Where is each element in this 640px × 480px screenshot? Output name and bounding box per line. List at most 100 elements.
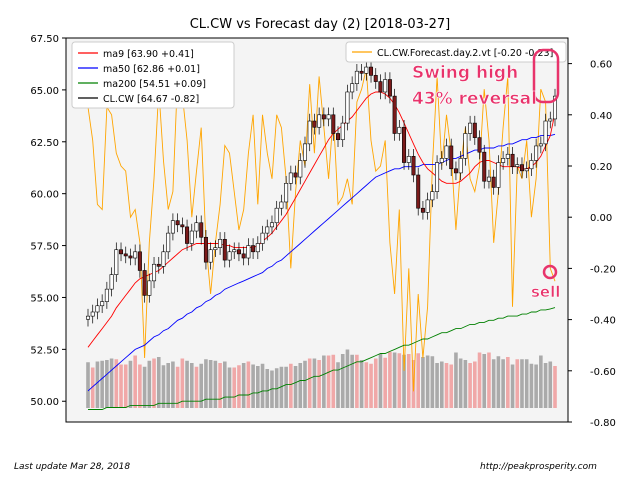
volume-bar	[355, 354, 359, 408]
candle-body	[180, 224, 185, 228]
volume-bar	[548, 361, 553, 408]
candle-body	[114, 249, 119, 275]
volume-bar	[227, 367, 232, 408]
volume-bar	[86, 362, 90, 408]
candle-body	[416, 174, 421, 209]
candle-body	[236, 249, 241, 255]
candle-body	[317, 114, 322, 128]
volume-bar	[142, 366, 147, 408]
candle-body	[501, 158, 506, 163]
volume-bar	[364, 362, 369, 408]
volume-bar	[218, 363, 222, 408]
volume-bar	[303, 360, 307, 408]
volume-bar	[510, 364, 515, 408]
footer-source-url: http://peakprosperity.com	[480, 462, 597, 472]
volume-bar	[543, 363, 548, 408]
candle-body	[265, 226, 270, 234]
volume-bar	[241, 363, 246, 408]
candle-body	[274, 207, 279, 224]
volume-bar	[473, 361, 477, 408]
candlesticks	[86, 59, 557, 327]
volume-bar	[171, 361, 175, 408]
left-tick-label: 65.00	[30, 86, 59, 97]
candle-body	[241, 253, 246, 259]
candle-body	[477, 137, 482, 153]
candle-body	[218, 239, 223, 248]
forecast-line	[87, 68, 556, 392]
volume-bar	[298, 363, 303, 408]
volume-bar	[350, 354, 354, 408]
volume-bar	[406, 354, 411, 408]
volume-bar	[307, 358, 312, 408]
ma50-line	[87, 133, 556, 392]
candle-body	[510, 153, 515, 167]
candle-body	[439, 158, 444, 163]
legend-label-ma200: ma200 [54.51 +0.09]	[103, 79, 206, 90]
candle-body	[387, 79, 392, 97]
volume-bar	[312, 358, 317, 408]
ma9-line	[87, 91, 556, 348]
volume-bar	[539, 355, 543, 408]
volume-bar	[95, 361, 100, 408]
volume-bar	[520, 359, 524, 408]
volume-bar	[553, 366, 557, 408]
volume-bar	[114, 359, 119, 408]
volume-bar	[373, 358, 378, 408]
candle-body	[505, 153, 510, 159]
candle-body	[552, 95, 557, 120]
candle-body	[350, 83, 355, 93]
legend-forecast-box	[345, 41, 567, 63]
volume-bar	[506, 357, 510, 408]
volume-bar	[194, 366, 199, 408]
volume-bar	[166, 363, 170, 408]
volume-bar	[340, 354, 345, 408]
volume-bar	[496, 356, 501, 408]
volume-bar	[454, 352, 458, 408]
right-tick-label: -0.60	[590, 367, 616, 378]
volume-bar	[204, 359, 208, 408]
volume-bar	[161, 365, 166, 408]
candle-body	[524, 168, 529, 172]
volume-bar	[392, 352, 397, 408]
volume-bar	[463, 360, 468, 408]
candle-body	[194, 222, 199, 232]
candle-body	[166, 232, 171, 253]
candle-body	[312, 120, 317, 128]
volume-bar	[435, 363, 439, 408]
right-axis: 0.60 0.40 0.20 0.00 -0.20 -0.40 -0.60 -0.80	[568, 60, 616, 429]
right-tick-label: -0.40	[590, 316, 616, 327]
annotation-swing-high: Swing high	[412, 63, 519, 84]
ma200-line	[88, 307, 556, 410]
volume-bar	[213, 360, 218, 408]
candle-body	[137, 251, 142, 271]
volume-bar	[100, 360, 104, 408]
volume-bar	[477, 352, 482, 408]
volume-bar	[388, 351, 392, 408]
candle-body	[307, 120, 312, 145]
volume-bar	[439, 361, 444, 408]
candle-body	[519, 164, 524, 172]
volume-bar	[529, 363, 534, 408]
candle-body	[468, 122, 473, 134]
volume-bar	[534, 364, 538, 408]
volume-bar	[430, 356, 435, 408]
volume-bar	[468, 363, 472, 408]
candle-body	[383, 79, 388, 93]
volume-bar	[317, 360, 321, 408]
volume-bar	[175, 366, 180, 408]
candle-body	[128, 255, 133, 259]
volume-bar	[274, 368, 279, 408]
volume-bar	[105, 360, 109, 408]
candle-body	[255, 243, 260, 253]
candle-body	[123, 253, 128, 257]
volume-bar	[138, 364, 142, 408]
candle-body	[529, 160, 534, 170]
candle-body	[298, 160, 303, 178]
volume-bar	[147, 360, 152, 408]
candle-body	[213, 247, 218, 251]
volume-bar	[152, 358, 156, 408]
volume-bar	[524, 359, 529, 408]
candle-body	[392, 95, 397, 134]
candle-body	[104, 288, 109, 302]
left-tick-label: 62.50	[30, 138, 59, 149]
